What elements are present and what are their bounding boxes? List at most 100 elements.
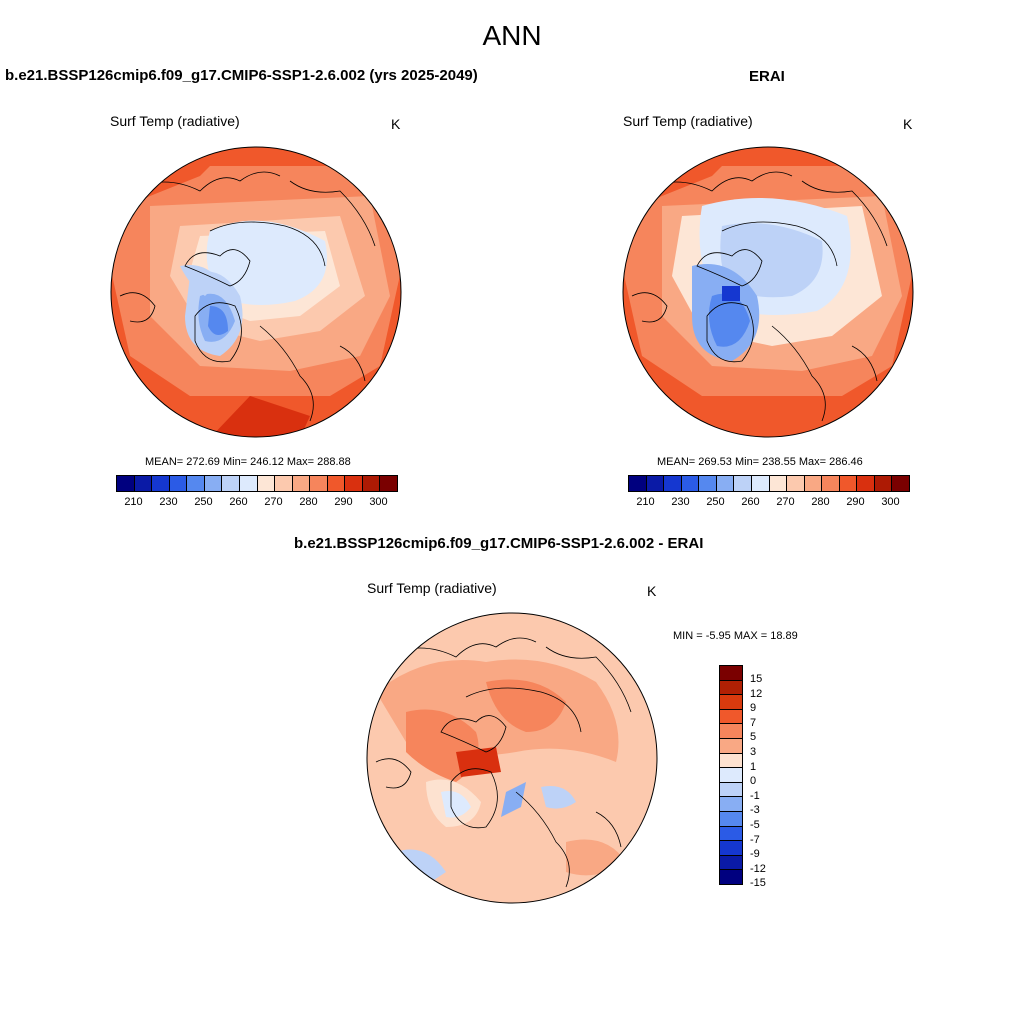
panel3-colorbar-tick-label: -7 [750, 833, 760, 846]
panel3-colorbar-swatch [720, 841, 742, 856]
panel3-colorbar-tick-label: -5 [750, 819, 760, 831]
panel1-colorbar-tick-label: 250 [194, 496, 213, 508]
panel1-colorbar [116, 475, 398, 492]
panel3-var-label: Surf Temp (radiative) [367, 580, 497, 596]
panel1-colorbar-swatch [345, 476, 363, 491]
panel1-colorbar-swatch [117, 476, 135, 491]
panel1-colorbar-swatch [169, 476, 188, 491]
panel3-colorbar-tick-label: 3 [750, 746, 757, 758]
panel3-colorbar [719, 665, 743, 885]
panel3-colorbar-swatch [720, 709, 742, 725]
panel2-colorbar-swatch [769, 476, 788, 491]
panel2-colorbar-swatch [857, 476, 875, 491]
panel1-var-label: Surf Temp (radiative) [110, 113, 240, 129]
panel3-colorbar-labels: 15 12 9 7 5 3 1 0 -1 -3 -5 -7 -9 -12 -15 [750, 673, 790, 893]
panel3-colorbar-swatch [720, 695, 742, 710]
panel2-colorbar-tick-label: 260 [741, 496, 760, 508]
panel1-colorbar-tick-label: 280 [299, 496, 318, 508]
panel2-colorbar-labels: 210 230 250 260 270 280 290 300 [628, 496, 908, 510]
panel2-colorbar-swatch [699, 476, 717, 491]
panel1-colorbar-swatch [204, 476, 223, 491]
panel2-colorbar-swatch [874, 476, 893, 491]
panel2-colorbar-swatch [734, 476, 752, 491]
panel3-colorbar-swatch [720, 782, 742, 798]
panel2-var-label: Surf Temp (radiative) [623, 113, 753, 129]
panel1-colorbar-swatch [275, 476, 293, 491]
panel1-colorbar-swatch [380, 476, 397, 491]
panel1-colorbar-swatch [187, 476, 205, 491]
panel3-colorbar-swatch [720, 724, 742, 739]
panel2-colorbar-tick-label: 230 [671, 496, 690, 508]
panel2-colorbar-tick-label: 250 [706, 496, 725, 508]
panel1-colorbar-tick-label: 260 [229, 496, 248, 508]
panel2-colorbar-swatch [892, 476, 909, 491]
panel2-colorbar [628, 475, 910, 492]
panel2-colorbar-tick-label: 270 [776, 496, 795, 508]
panel3-units: K [647, 583, 657, 599]
panel1-colorbar-swatch [239, 476, 258, 491]
panel1-colorbar-tick-label: 300 [369, 496, 388, 508]
panel1-colorbar-tick-label: 290 [334, 496, 353, 508]
panel2-colorbar-tick-label: 300 [881, 496, 900, 508]
panel3-colorbar-swatch [720, 753, 742, 769]
panel2-colorbar-swatch [787, 476, 805, 491]
panel3-colorbar-swatch [720, 680, 742, 696]
panel3-colorbar-tick-label: 7 [750, 716, 757, 729]
panel1-colorbar-swatch [292, 476, 311, 491]
panel1-colorbar-labels: 210 230 250 260 270 280 290 300 [116, 496, 396, 510]
panel2-title: ERAI [749, 68, 785, 85]
panel1-colorbar-swatch [152, 476, 170, 491]
panel1-colorbar-tick-label: 230 [159, 496, 178, 508]
panel1-colorbar-swatch [310, 476, 328, 491]
panel2-colorbar-swatch [646, 476, 665, 491]
panel1-map [110, 146, 402, 438]
panel3-colorbar-swatch [720, 797, 742, 812]
panel2-map [622, 146, 914, 438]
panel3-title: b.e21.BSSP126cmip6.f09_g17.CMIP6-SSP1-2.… [294, 535, 704, 552]
panel2-colorbar-swatch [681, 476, 700, 491]
panel2-colorbar-swatch [822, 476, 840, 491]
panel1-colorbar-swatch [257, 476, 276, 491]
panel1-colorbar-swatch [222, 476, 240, 491]
panel3-colorbar-tick-label: 9 [750, 702, 757, 715]
panel2-colorbar-swatch [751, 476, 770, 491]
panel2-colorbar-swatch [804, 476, 823, 491]
panel1-stats: MEAN= 272.69 Min= 246.12 Max= 288.88 [145, 456, 351, 468]
panel2-colorbar-tick-label: 210 [636, 496, 655, 508]
panel1-colorbar-tick-label: 210 [124, 496, 143, 508]
panel3-colorbar-tick-label: -9 [750, 848, 760, 861]
main-title: ANN [482, 20, 542, 51]
panel3-colorbar-tick-label: -3 [750, 804, 760, 817]
panel3-stats: MIN = -5.95 MAX = 18.89 [673, 630, 798, 642]
panel2-colorbar-swatch [664, 476, 682, 491]
panel3-colorbar-tick-label: 1 [750, 760, 757, 773]
panel3-colorbar-swatch [720, 738, 742, 754]
panel3-colorbar-tick-label: -15 [750, 877, 766, 890]
panel3-colorbar-swatch [720, 666, 742, 681]
panel2-units: K [903, 116, 913, 132]
panel3-colorbar-swatch [720, 826, 742, 842]
panel2-colorbar-swatch [716, 476, 735, 491]
panel2-colorbar-tick-label: 290 [846, 496, 865, 508]
panel3-colorbar-tick-label: -12 [750, 862, 766, 875]
panel3-colorbar-tick-label: 5 [750, 731, 757, 744]
panel3-colorbar-swatch [720, 768, 742, 783]
panel3-map [366, 612, 658, 904]
panel2-colorbar-swatch [839, 476, 858, 491]
panel1-units: K [391, 116, 401, 132]
panel3-colorbar-swatch [720, 855, 742, 871]
panel2-colorbar-tick-label: 280 [811, 496, 830, 508]
panel1-colorbar-swatch [134, 476, 153, 491]
panel1-colorbar-tick-label: 270 [264, 496, 283, 508]
panel2-colorbar-swatch [629, 476, 647, 491]
panel1-title: b.e21.BSSP126cmip6.f09_g17.CMIP6-SSP1-2.… [5, 67, 478, 84]
panel2-stats: MEAN= 269.53 Min= 238.55 Max= 286.46 [657, 456, 863, 468]
panel3-colorbar-tick-label: -1 [750, 789, 760, 802]
panel3-colorbar-tick-label: 12 [750, 687, 763, 700]
panel3-colorbar-tick-label: 15 [750, 673, 763, 685]
panel3-colorbar-tick-label: 0 [750, 775, 757, 788]
panel3-colorbar-swatch [720, 811, 742, 827]
panel1-colorbar-swatch [362, 476, 381, 491]
panel1-colorbar-swatch [327, 476, 346, 491]
panel3-colorbar-swatch [720, 870, 742, 884]
